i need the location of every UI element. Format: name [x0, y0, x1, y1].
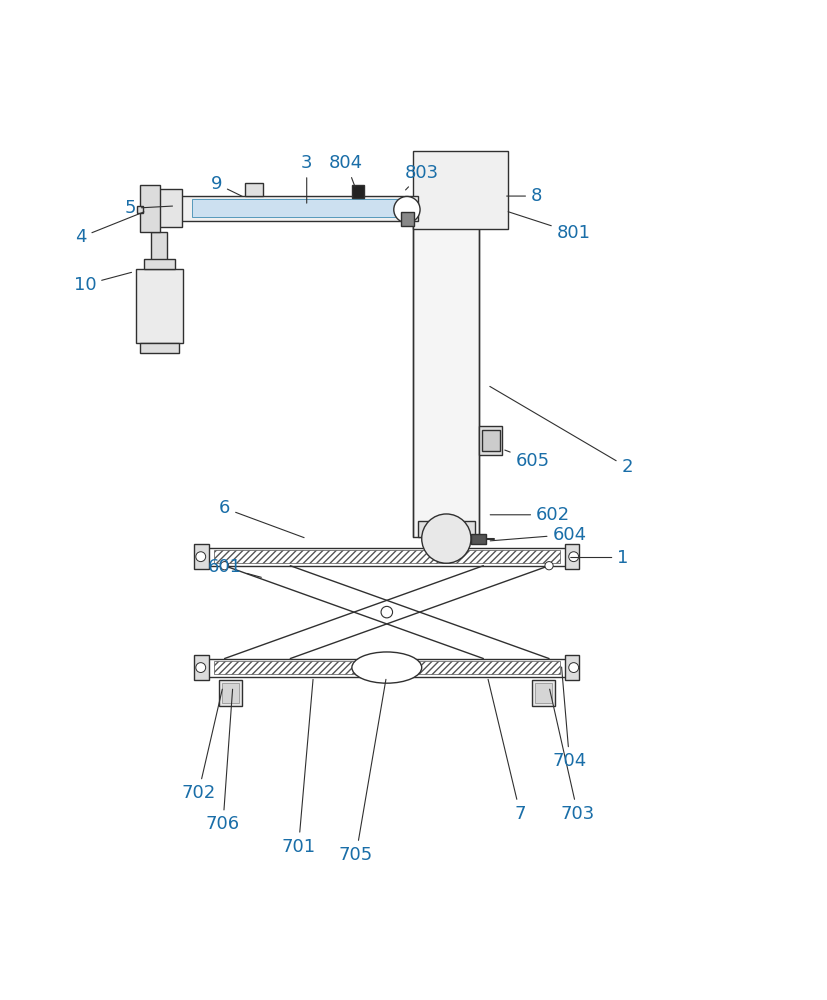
Text: 7: 7 [488, 679, 526, 823]
Bar [418, 521, 475, 537]
Text: 604: 604 [490, 526, 586, 544]
Bar [532, 680, 555, 706]
Bar [401, 212, 414, 226]
Bar [481, 430, 500, 451]
Text: 1: 1 [571, 549, 629, 567]
Bar [192, 199, 409, 217]
Bar [471, 534, 485, 544]
Bar [204, 548, 570, 566]
Bar [535, 683, 552, 703]
Text: 2: 2 [490, 386, 633, 476]
Circle shape [381, 606, 393, 618]
Bar [245, 183, 263, 196]
Ellipse shape [352, 652, 422, 683]
Bar [140, 343, 179, 353]
Bar [151, 232, 167, 269]
Text: 605: 605 [504, 450, 550, 470]
Circle shape [422, 514, 471, 563]
Text: 804: 804 [329, 154, 363, 187]
Bar [222, 683, 238, 703]
Text: 705: 705 [339, 679, 386, 864]
Bar [194, 655, 209, 680]
Bar [219, 680, 241, 706]
Bar [414, 221, 479, 537]
Bar [414, 151, 508, 229]
Text: 706: 706 [206, 689, 240, 833]
Bar [479, 426, 502, 455]
Circle shape [569, 663, 579, 673]
Bar [194, 544, 209, 569]
Text: 4: 4 [75, 212, 144, 246]
Bar [140, 185, 160, 232]
Bar [159, 189, 182, 227]
Text: 703: 703 [550, 689, 595, 823]
Bar [136, 269, 184, 343]
Bar [204, 659, 570, 677]
Circle shape [221, 562, 229, 570]
Text: 3: 3 [301, 154, 313, 203]
Text: 601: 601 [208, 558, 261, 577]
Circle shape [196, 663, 206, 673]
Text: 803: 803 [404, 164, 439, 190]
Circle shape [394, 196, 420, 223]
Bar [214, 661, 560, 674]
Text: 701: 701 [281, 679, 316, 856]
Text: 6: 6 [219, 499, 304, 538]
Text: 704: 704 [552, 667, 586, 770]
Text: 602: 602 [490, 506, 570, 524]
Text: 5: 5 [124, 199, 173, 217]
Bar [214, 550, 560, 563]
Text: 801: 801 [508, 212, 590, 242]
Circle shape [569, 552, 579, 562]
Bar [565, 655, 580, 680]
Bar [136, 206, 143, 213]
Bar [144, 259, 175, 269]
Text: 8: 8 [507, 187, 543, 205]
Bar [352, 185, 364, 198]
Bar [565, 544, 580, 569]
Text: 702: 702 [181, 689, 222, 802]
Text: 9: 9 [211, 175, 242, 196]
Bar [155, 196, 418, 221]
Circle shape [545, 562, 553, 570]
Text: 10: 10 [74, 272, 131, 294]
Circle shape [196, 552, 206, 562]
